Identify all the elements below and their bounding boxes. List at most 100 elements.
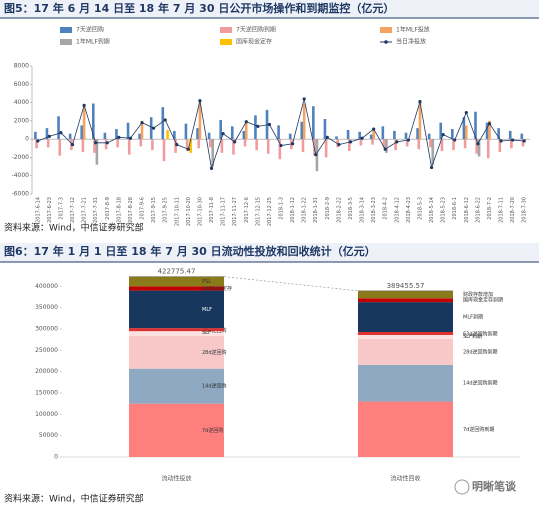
caption-band [0,0,539,18]
bar [385,139,388,153]
bar [416,128,419,140]
net-point [94,141,98,145]
bar [336,139,340,148]
bar [463,139,467,149]
bar [174,139,177,153]
net-point [233,140,237,144]
bar [211,139,215,167]
bar-segment [358,401,453,457]
x-tick-label: 2018-2-9 [325,197,331,220]
bar [301,139,305,152]
segment-label: 7d逆回购到期 [463,426,494,433]
bar [440,139,444,152]
segment-label: 财政存款增加 [463,291,493,298]
net-point [418,100,422,104]
bar [244,122,248,140]
bar [521,139,525,147]
bar [127,139,131,155]
bar [382,139,386,149]
net-point [70,143,75,147]
x-tick-label: 2017-10-20 [186,197,192,226]
legend-swatch [220,27,232,33]
bar [115,129,118,140]
net-point [511,138,515,142]
net-point [290,142,295,146]
net-point [36,139,40,143]
x-tick-label: 2018-7-11 [499,197,505,223]
segment-label: 63d逆回购到期 [463,330,498,337]
x-tick-label: 2018-5-14 [429,197,435,223]
bar [417,139,421,150]
x-tick-label: 2018-6-12 [464,197,470,223]
bar [302,103,306,140]
bar [104,139,108,150]
y-tick-label: 4000 [14,99,29,106]
bar [45,128,49,140]
x-tick-label: 2017-7-21 [82,197,88,223]
bar [288,133,292,140]
bar [393,130,396,140]
bar [427,133,431,140]
net-point [464,111,468,115]
bar [335,136,338,140]
y-tick-label: 6000 [14,81,29,88]
legend-swatch [384,40,388,44]
x-tick-label: 2018-7-20 [510,197,516,223]
bar [82,106,86,140]
legend-label: 国库现金定存 [236,38,272,46]
bar-segment [358,364,453,402]
legend-swatch [60,39,72,45]
bar-segment [358,290,453,299]
x-tick-label: 2017-9-6 [140,197,146,220]
bar [139,139,143,147]
bar [510,139,513,149]
net-point [152,126,156,130]
legend-label: 当日净投放 [396,38,426,46]
net-point [128,136,133,140]
bar [439,122,443,140]
bar [207,132,211,140]
bar [277,125,280,140]
x-tick-label: 流动性投放 [161,475,191,483]
total-label: 389455.57 [387,282,425,290]
bar [189,139,193,153]
bar [418,102,422,140]
net-point [302,97,306,101]
bar [359,139,363,146]
bar-segment [129,403,224,457]
bar [35,139,38,149]
y-tick-label: 100000 [35,411,58,418]
source-note: 资料来源：Wind，中信证券研究部 [4,493,144,505]
source-note: 资料来源：Wind，中信证券研究部 [4,222,144,234]
bar-segment [129,290,224,329]
bar [68,133,72,140]
bar [300,121,304,140]
x-tick-label: 2017-7-12 [70,197,76,223]
y-tick-label: 200000 [35,368,58,375]
bar-segment [129,276,224,287]
segment-label: MLF [202,307,212,313]
net-point [360,136,364,140]
net-point [186,147,190,151]
y-tick-label: 350000 [35,304,58,311]
bar [486,139,490,159]
legend-label: 1年MLF到期 [76,38,110,46]
bar [126,122,130,140]
bar [255,139,258,151]
net-point [325,135,329,139]
x-tick-label: 2017-8-9 [105,197,111,220]
bar [162,139,166,162]
net-point [314,153,318,157]
x-tick-label: 2018-1-31 [313,197,319,223]
x-tick-label: 2018-3-23 [371,197,377,223]
x-tick-label: 流动性回收 [390,475,420,483]
total-label: 422775.47 [158,268,196,276]
bar [209,139,212,148]
net-point [429,165,434,170]
net-point [256,124,260,128]
bar-segment [129,335,224,369]
y-tick-label: -2000 [12,154,30,161]
bar-segment [129,328,224,332]
bar [347,139,351,152]
legend-label: 7天逆回购到期 [236,26,276,34]
